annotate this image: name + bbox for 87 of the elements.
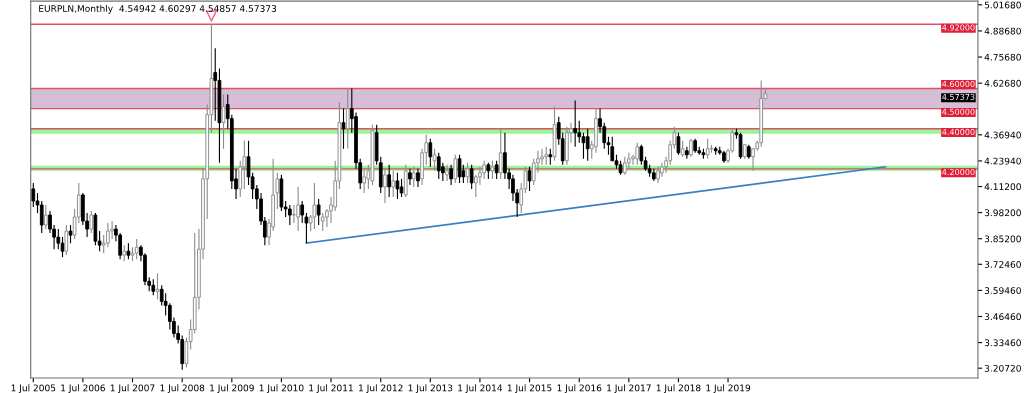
ref-line-label: 4.40000 bbox=[942, 128, 975, 135]
x-tick-label: 1 Jul 2015 bbox=[507, 384, 552, 393]
candlestick bbox=[453, 154, 458, 184]
ref-line-label: 4.20000 bbox=[942, 168, 975, 176]
candlestick bbox=[585, 128, 590, 162]
candlestick bbox=[610, 136, 615, 162]
candlestick bbox=[490, 160, 495, 180]
candlestick bbox=[399, 178, 404, 198]
candlestick bbox=[395, 172, 400, 200]
candlestick bbox=[445, 164, 449, 182]
candlestick bbox=[292, 204, 296, 224]
candlestick bbox=[738, 132, 743, 160]
x-tick-label: 1 Jul 2012 bbox=[359, 384, 403, 393]
candlestick bbox=[436, 152, 441, 180]
x-tick-label: 1 Jul 2009 bbox=[210, 384, 254, 393]
x-tick-label: 1 Jul 2010 bbox=[259, 384, 304, 393]
x-tick-label: 1 Jul 2017 bbox=[607, 384, 651, 393]
candlestick bbox=[573, 100, 578, 148]
candlestick bbox=[287, 204, 292, 226]
candlestick bbox=[383, 168, 387, 204]
candlestick bbox=[134, 238, 139, 260]
y-tick-label: 3.72460 bbox=[984, 261, 1021, 268]
y-tick-label: 3.46460 bbox=[984, 313, 1021, 321]
candlestick bbox=[689, 138, 693, 158]
candlestick bbox=[639, 144, 644, 166]
y-tick-label: 4.75680 bbox=[984, 53, 1021, 61]
x-tick-label: 1 Jul 2013 bbox=[408, 384, 453, 393]
candlestick bbox=[39, 200, 44, 234]
candlestick bbox=[31, 182, 36, 208]
y-tick-label: 4.36940 bbox=[984, 131, 1021, 139]
x-tick-label: 1 Jul 2011 bbox=[309, 384, 353, 393]
candlestick bbox=[64, 224, 69, 256]
ref-line-label: 4.57373 bbox=[942, 93, 975, 101]
x-tick-label: 1 Jul 2007 bbox=[110, 384, 155, 393]
candlestick bbox=[213, 47, 218, 122]
candlestick bbox=[316, 198, 321, 226]
candlestick bbox=[60, 236, 65, 258]
ref-line-label: 4.92000 bbox=[942, 24, 975, 31]
y-tick-label: 4.11200 bbox=[984, 183, 1021, 191]
x-tick-label: 1 Jul 2016 bbox=[557, 384, 602, 393]
candlestick bbox=[498, 128, 503, 180]
y-tick-label: 3.85200 bbox=[984, 235, 1021, 243]
candlestick bbox=[387, 164, 392, 198]
x-tick-label: 1 Jul 2005 bbox=[11, 384, 56, 393]
ref-line-label: 4.50000 bbox=[942, 108, 975, 115]
candlestick bbox=[457, 154, 462, 184]
candlestick bbox=[685, 146, 689, 160]
candlestick bbox=[68, 224, 73, 244]
x-tick-label: 1 Jul 2006 bbox=[61, 384, 105, 393]
candlestick bbox=[676, 132, 681, 156]
x-tick-label: 1 Jul 2018 bbox=[656, 384, 701, 393]
candlestick bbox=[221, 93, 226, 150]
x-tick-label: 1 Jul 2008 bbox=[160, 384, 205, 393]
chart-title: EURPLN,Monthly 4.54942 4.60297 4.54857 4.57373 bbox=[39, 4, 277, 14]
candlestick bbox=[345, 87, 350, 150]
candlestick bbox=[416, 168, 420, 188]
y-tick-label: 4.23940 bbox=[984, 157, 1021, 165]
y-tick-label: 3.20720 bbox=[984, 364, 1021, 372]
candlestick bbox=[320, 212, 325, 232]
candlestick bbox=[627, 152, 631, 170]
y-tick-label: 3.33460 bbox=[984, 339, 1021, 347]
y-tick-label: 3.59460 bbox=[984, 287, 1021, 294]
candlestick bbox=[432, 148, 437, 172]
y-tick-label: 4.88680 bbox=[984, 27, 1021, 35]
y-tick-label: 3.98200 bbox=[984, 209, 1021, 217]
candlestick bbox=[449, 164, 453, 186]
x-tick-label: 1 Jul 2019 bbox=[706, 384, 751, 393]
y-tick-label: 4.62680 bbox=[984, 79, 1021, 87]
candlestick bbox=[296, 186, 300, 232]
candlestick bbox=[428, 138, 433, 168]
candlestick bbox=[341, 108, 346, 150]
candlestick bbox=[155, 272, 160, 300]
candlestick bbox=[106, 222, 110, 248]
x-tick-label: 1 Jul 2014 bbox=[458, 384, 503, 393]
candlestick bbox=[362, 168, 367, 194]
candlestick bbox=[527, 166, 532, 192]
candlestick bbox=[465, 162, 470, 184]
candlestick bbox=[635, 142, 640, 166]
candlestick bbox=[300, 200, 305, 224]
ref-line-label: 4.60000 bbox=[942, 80, 975, 87]
candlestick bbox=[238, 160, 243, 198]
y-tick-label: 5.01680 bbox=[984, 1, 1021, 9]
candlestick bbox=[391, 170, 396, 198]
candlestick bbox=[56, 228, 61, 250]
candlestick bbox=[43, 204, 48, 230]
candlestick bbox=[494, 160, 499, 180]
candlestick bbox=[89, 210, 94, 234]
